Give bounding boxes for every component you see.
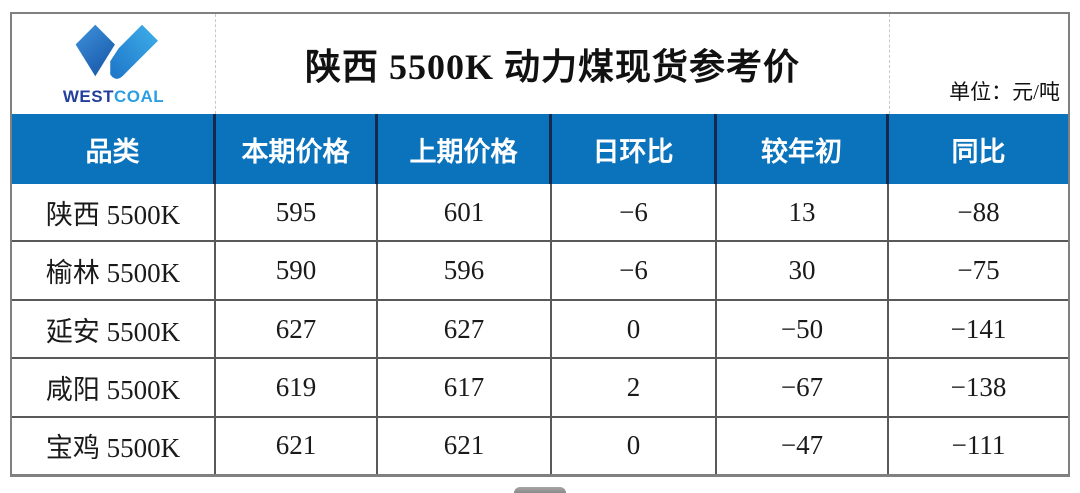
table-cell: −6	[552, 184, 717, 241]
table-cell: 619	[216, 359, 378, 416]
table-cell: −138	[950, 371, 1007, 402]
banner-row: WESTCOAL 陕西 5500K 动力煤现货参考价 单位：元/吨	[12, 14, 1068, 114]
row-label: 陕西 5500K	[12, 184, 216, 241]
table-row-shaanxi: 陕西 5500K 595 601 −6 13 −88	[12, 184, 1068, 241]
table-cell: 2	[552, 359, 717, 416]
table-cell: −50	[717, 300, 889, 358]
logo-wordmark: WESTCOAL	[63, 87, 164, 107]
table-row-yulin: 榆林 5500K 590 596 −6 30 −75	[12, 240, 1068, 299]
row-label: 延安 5500K	[12, 300, 216, 358]
table-row-yanan: 延安 5500K 627 627 0 −50 −141	[12, 298, 1068, 358]
table-cell: −47	[717, 417, 889, 475]
drag-handle[interactable]	[514, 487, 566, 493]
westcoal-logo-icon	[66, 22, 162, 85]
row-label: 咸阳 5500K	[12, 359, 216, 416]
table-row-baoji: 宝鸡 5500K 621 621 0 −47 −111	[12, 415, 1068, 475]
table-cell: −67	[717, 359, 889, 416]
table-cell: 627	[216, 300, 378, 358]
table-header-row: 品类 本期价格 上期价格 日环比 较年初 同比	[12, 114, 1068, 184]
row-label: 宝鸡 5500K	[12, 417, 216, 475]
page-title: 陕西 5500K 动力煤现货参考价	[304, 47, 800, 87]
table-cell: 0	[552, 300, 717, 358]
col-header-current-price: 本期价格	[216, 114, 378, 184]
table-cell: −88	[957, 196, 1000, 227]
logo-word-coal: COAL	[113, 86, 165, 106]
col-header-daily-change: 日环比	[552, 114, 717, 184]
table-row-xianyang: 咸阳 5500K 619 617 2 −67 −138	[12, 357, 1068, 416]
unit-cell: 单位：元/吨	[889, 14, 1068, 114]
logo-cell: WESTCOAL	[12, 14, 216, 114]
col-header-previous-price: 上期价格	[378, 114, 552, 184]
row-label: 榆林 5500K	[12, 242, 216, 299]
col-header-ytd-change: 较年初	[717, 114, 889, 184]
table-cell: 617	[378, 359, 552, 416]
table-cell: −141	[950, 313, 1007, 344]
table-cell: 595	[216, 184, 378, 241]
table-cell: −75	[957, 255, 1000, 286]
table-cell: 0	[552, 417, 717, 475]
col-header-yoy-change: 同比	[951, 136, 1006, 167]
table-cell: 590	[216, 242, 378, 299]
table-cell: 627	[378, 300, 552, 358]
table-cell: 621	[216, 417, 378, 475]
title-cell: 陕西 5500K 动力煤现货参考价	[216, 14, 889, 114]
table-cell: 601	[378, 184, 552, 241]
coal-price-table: WESTCOAL 陕西 5500K 动力煤现货参考价 单位：元/吨 品类 本期价…	[10, 12, 1070, 477]
table-cell: −111	[951, 430, 1006, 461]
table-cell: 596	[378, 242, 552, 299]
table-cell: 13	[717, 184, 889, 241]
table-cell: −6	[552, 242, 717, 299]
table-cell: 621	[378, 417, 552, 475]
table-cell: 30	[717, 242, 889, 299]
col-header-category: 品类	[12, 114, 216, 184]
logo-word-west: WEST	[62, 86, 114, 106]
unit-label: 单位：元/吨	[949, 80, 1060, 104]
